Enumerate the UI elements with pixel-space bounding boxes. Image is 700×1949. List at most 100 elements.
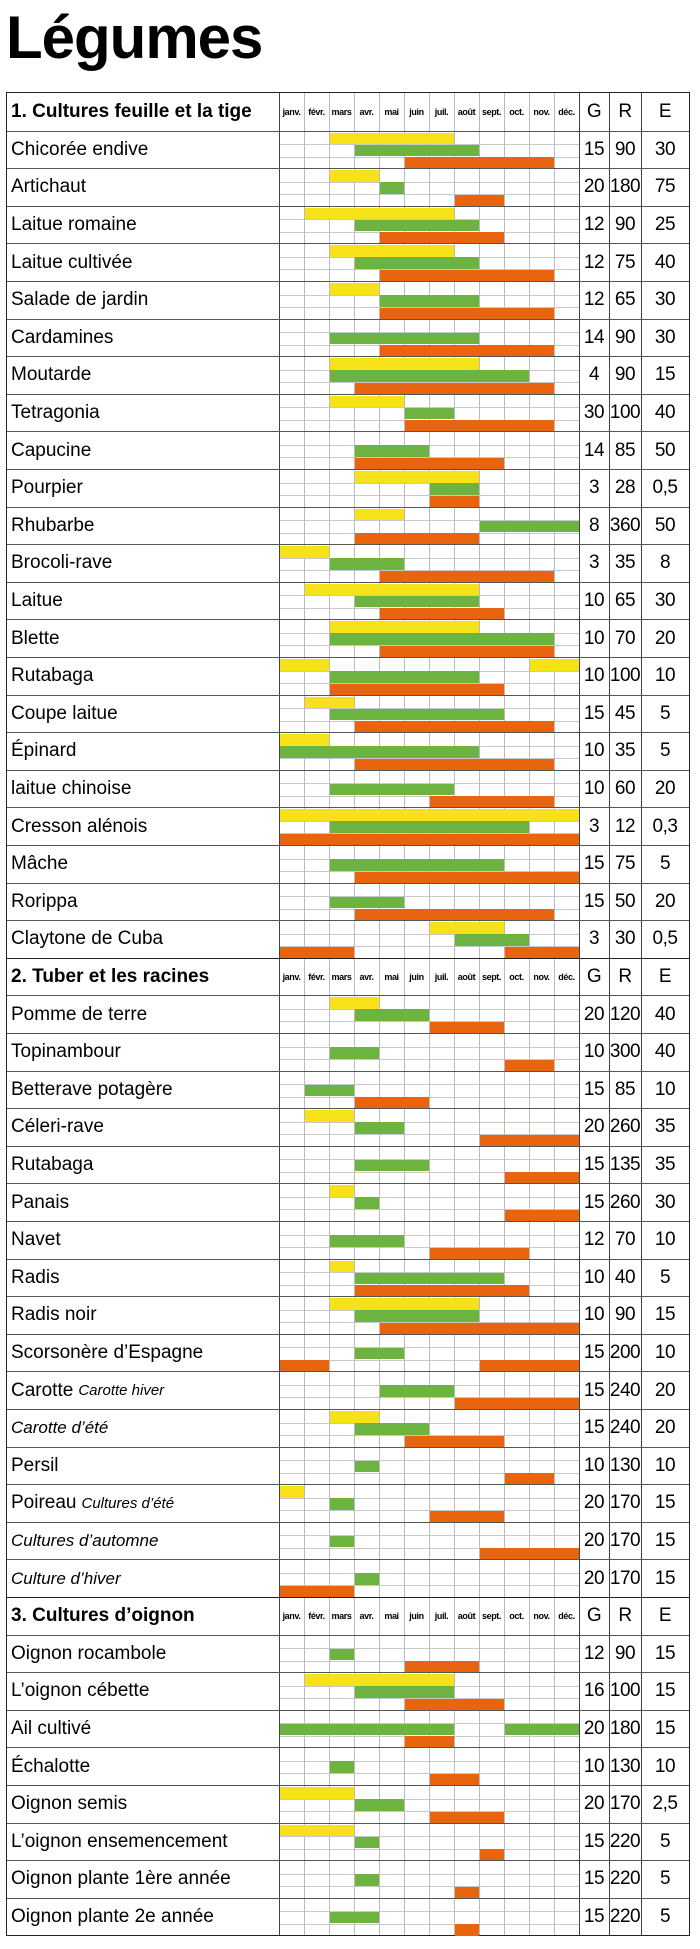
grid-line — [354, 1485, 355, 1522]
grid-line — [304, 244, 305, 281]
grid-line — [429, 1184, 430, 1221]
growing-bar — [480, 520, 579, 533]
growing-bar — [280, 746, 479, 758]
stat-r-value: 12 — [614, 815, 636, 837]
grid-line — [279, 695, 280, 733]
growing-bar — [330, 896, 404, 909]
grid-line — [304, 545, 305, 582]
grid-line — [554, 1297, 555, 1334]
grid-line — [579, 733, 580, 770]
stat-r-value: 100 — [609, 665, 641, 687]
grid-line — [354, 507, 355, 545]
month-header: févr. — [308, 106, 325, 117]
grid-line — [454, 1184, 455, 1221]
grid-line — [279, 131, 280, 169]
stat-e-value: 5 — [659, 853, 671, 875]
vegetable-name-text: Moutarde — [11, 364, 92, 386]
stat-g-value: 20 — [583, 1003, 605, 1025]
harvest-bar — [355, 1285, 529, 1297]
harvest-bar — [480, 1360, 579, 1372]
grid-line — [641, 169, 642, 206]
grid-line — [304, 808, 305, 845]
sowing-bar — [430, 922, 504, 934]
growing-bar — [330, 1648, 354, 1661]
grid-line — [554, 1034, 555, 1071]
stat-e-value: 35 — [654, 1116, 676, 1138]
stat-g-value: 20 — [583, 1718, 605, 1740]
stat-g-value: 14 — [583, 439, 605, 461]
grid-line — [304, 1410, 305, 1447]
grid-line — [504, 582, 505, 620]
harvest-bar — [280, 833, 579, 846]
harvest-bar — [505, 1059, 554, 1072]
grid-line — [404, 1034, 405, 1071]
grid-line — [504, 996, 505, 1033]
stat-e-value: 10 — [654, 1755, 676, 1777]
growing-bar — [355, 1159, 429, 1172]
grid-line — [641, 1109, 642, 1146]
grid-line — [354, 1823, 355, 1861]
grid-line — [641, 846, 642, 883]
vegetable-name-text: Brocoli-rave — [11, 552, 113, 574]
vegetable-name-text: Rhubarbe — [11, 514, 95, 536]
sowing-bar — [330, 283, 379, 295]
grid-line — [529, 131, 530, 169]
grid-line — [279, 1898, 280, 1936]
grid-line — [609, 1861, 610, 1898]
stat-e-value: 2,5 — [652, 1793, 678, 1815]
grid-line — [379, 1071, 380, 1109]
grid-line — [329, 432, 330, 469]
stat-g-value: 16 — [583, 1680, 605, 1702]
grid-line — [529, 1109, 530, 1146]
grid-line — [354, 169, 355, 206]
grid-line — [354, 1786, 355, 1823]
stat-r-value: 260 — [609, 1191, 641, 1213]
grid-line — [279, 93, 280, 131]
grid-line — [329, 545, 330, 582]
vegetable-name: Blette — [11, 620, 60, 657]
grid-line — [454, 507, 455, 545]
vegetable-row: L’oignon cébette 16 100 15 — [7, 1672, 689, 1711]
vegetable-row: Laitue romaine 12 90 25 — [7, 205, 689, 244]
grid-line — [641, 1786, 642, 1823]
grid-line — [641, 1184, 642, 1221]
grid-line — [641, 1222, 642, 1259]
grid-line — [579, 1861, 580, 1898]
stat-g-value: 12 — [583, 289, 605, 311]
grid-line — [504, 1898, 505, 1936]
grid-line — [529, 357, 530, 394]
growing-bar — [330, 1235, 404, 1247]
grid-line — [504, 1034, 505, 1071]
grid-line — [529, 1485, 530, 1522]
grid-line — [404, 1560, 405, 1597]
grid-line — [529, 1184, 530, 1221]
stat-e-value: 15 — [654, 1567, 676, 1589]
grid-line — [429, 1447, 430, 1485]
grid-line — [479, 206, 480, 244]
grid-line — [304, 1598, 305, 1635]
grid-line — [304, 996, 305, 1033]
stat-g-value: 20 — [583, 1116, 605, 1138]
vegetable-name-text: laitue chinoise — [11, 778, 132, 800]
stat-g-value: 10 — [583, 590, 605, 612]
sowing-bar — [330, 245, 454, 257]
vegetable-name: laitue chinoise — [11, 771, 131, 808]
harvest-bar — [355, 758, 554, 771]
stat-e-value: 40 — [654, 251, 676, 273]
grid-line — [579, 808, 580, 845]
grid-line — [554, 1109, 555, 1146]
grid-line — [304, 1861, 305, 1898]
grid-line — [429, 1748, 430, 1785]
growing-bar — [330, 859, 504, 871]
harvest-bar — [380, 345, 554, 357]
sowing-bar — [330, 132, 454, 145]
growing-bar — [330, 1761, 354, 1773]
harvest-bar — [280, 1585, 354, 1598]
grid-line — [554, 1334, 555, 1372]
grid-line — [404, 1485, 405, 1522]
vegetable-name: Topinambour — [11, 1034, 121, 1071]
grid-line — [529, 733, 530, 770]
grid-line — [641, 1297, 642, 1334]
grid-line — [279, 1334, 280, 1372]
grid-line — [579, 1560, 580, 1597]
